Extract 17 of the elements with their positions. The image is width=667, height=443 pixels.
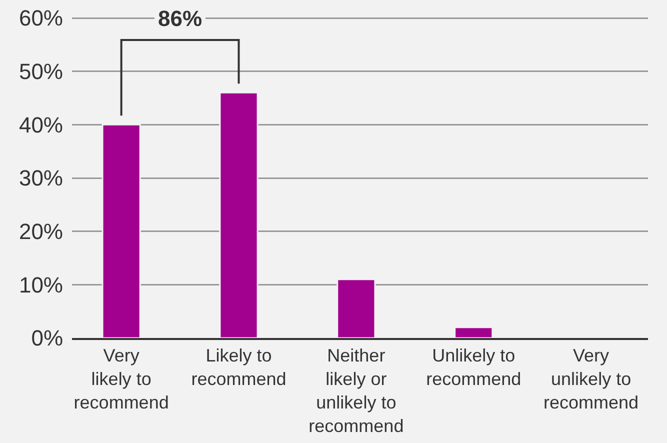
x-tick-label: Very unlikely to recommend	[544, 346, 639, 412]
y-tick-label: 20%	[18, 219, 63, 244]
x-tick-label: Neither likely or unlikely to recommend	[308, 346, 404, 436]
y-tick-label: 60%	[18, 6, 63, 31]
y-tick-label: 40%	[18, 112, 63, 138]
x-tick-label: Likely to recommend	[191, 346, 286, 389]
annotation: 86%	[158, 6, 202, 31]
bar	[102, 124, 141, 338]
x-tick-label: Very likely to recommend	[74, 346, 169, 412]
y-tick-label: 10%	[18, 272, 63, 298]
bar	[336, 278, 376, 338]
y-tick-label: 30%	[18, 166, 63, 191]
bar	[454, 326, 494, 338]
y-tick-label: 0%	[31, 326, 63, 351]
y-tick-label: 50%	[18, 59, 63, 84]
bar	[219, 92, 258, 338]
x-tick-label: Unlikely to recommend	[426, 346, 522, 389]
